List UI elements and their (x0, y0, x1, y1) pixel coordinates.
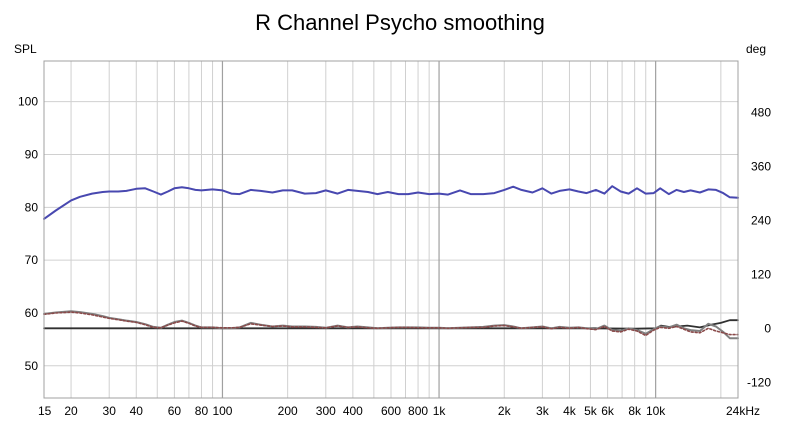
x-tick-label: 6k (601, 404, 615, 418)
y-tick-label-left: 70 (25, 253, 39, 267)
x-tick-label: 30 (103, 404, 117, 418)
x-tick-label: 400 (343, 404, 363, 418)
y-tick-label-left: 100 (18, 95, 38, 109)
x-tick-label: 2k (498, 404, 512, 418)
x-tick-label: 1k (433, 404, 447, 418)
y-tick-label-right: 480 (751, 105, 771, 119)
x-tick-label: 300 (316, 404, 336, 418)
x-ticks: 15 20 30 40 60 80 100 200 300 400 600 800 1k 2k 3k 4k 5k… (38, 404, 760, 418)
grid-minor (43, 61, 738, 398)
y-axis-left-label: SPL (14, 42, 37, 56)
grid-major (221, 61, 657, 398)
x-tick-label: 4k (563, 404, 577, 418)
y-tick-label-right: 240 (751, 213, 771, 227)
y-ticks-left: 50 60 70 80 90 100 (18, 95, 38, 373)
y-ticks-right: -120 0 120 240 360 480 (747, 105, 771, 389)
x-tick-label: 200 (278, 404, 298, 418)
x-tick-label: 800 (408, 404, 428, 418)
series-line-spl (43, 185, 739, 220)
series-layer (43, 185, 739, 340)
x-tick-label: 5k (584, 404, 598, 418)
plot-frame (43, 60, 739, 399)
x-tick-label: 80 (195, 404, 209, 418)
x-tick-label: 8k (628, 404, 642, 418)
y-tick-label-right: 360 (751, 159, 771, 173)
x-tick-label: 600 (381, 404, 401, 418)
x-tick-label: 3k (536, 404, 550, 418)
y-tick-label-left: 90 (25, 147, 39, 161)
y-axis-right-label: deg (746, 42, 766, 56)
x-tick-label: 100 (212, 404, 232, 418)
y-tick-label-right: -120 (747, 375, 771, 389)
y-tick-label-right: 0 (764, 321, 771, 335)
y-tick-label-left: 80 (25, 200, 39, 214)
series-line-phase-dotted (43, 311, 739, 337)
x-tick-label: 60 (168, 404, 182, 418)
chart-title: R Channel Psycho smoothing (255, 10, 545, 35)
y-tick-label-left: 50 (25, 359, 39, 373)
x-tick-label: 40 (130, 404, 144, 418)
y-tick-label-right: 120 (751, 267, 771, 281)
x-tick-label: 10k (646, 404, 666, 418)
x-tick-label: 20 (64, 404, 78, 418)
x-tick-label: 24kHz (726, 404, 760, 418)
x-tick-label: 15 (38, 404, 52, 418)
y-tick-label-left: 60 (25, 306, 39, 320)
